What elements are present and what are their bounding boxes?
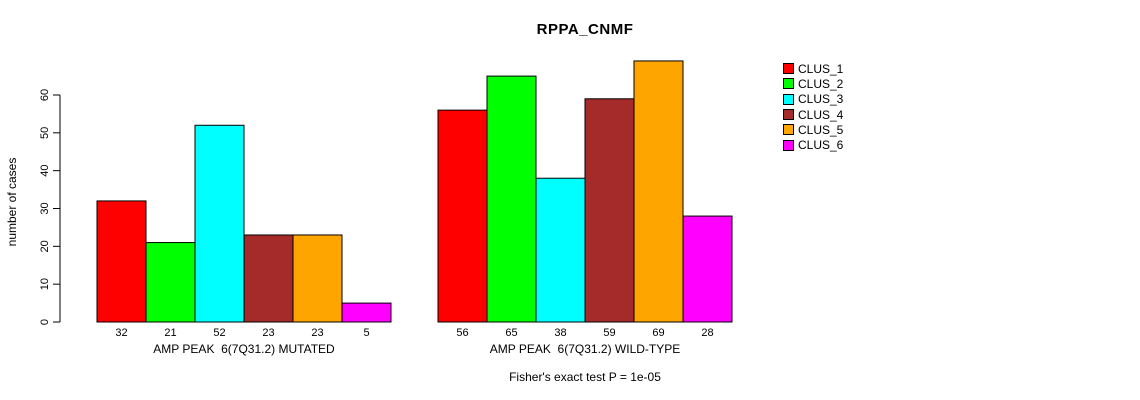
bar-value-label: 56 — [456, 327, 468, 339]
bar-value-label: 38 — [554, 327, 566, 339]
legend-label: CLUS_6 — [798, 138, 844, 153]
fisher-test-annotation: Fisher's exact test P = 1e-05 — [509, 370, 661, 384]
y-axis-tick-label: 50 — [39, 127, 51, 139]
legend-item-clus_2: CLUS_2 — [783, 76, 843, 91]
legend-item-clus_6: CLUS_6 — [783, 137, 843, 152]
bar-clus_5-group1 — [292, 234, 343, 323]
legend-swatch — [783, 124, 794, 136]
bar-clus_4-group1 — [243, 234, 294, 323]
bar-value-label: 5 — [363, 327, 369, 339]
y-axis-tick-label: 30 — [39, 202, 51, 214]
y-axis-tick-label: 60 — [39, 89, 51, 101]
legend: CLUS_1 CLUS_2 CLUS_3 CLUS_4 CLUS_5 CLUS_6 — [783, 61, 843, 153]
legend-swatch — [783, 78, 794, 90]
bar-clus_1-group1 — [96, 200, 147, 323]
legend-swatch — [783, 139, 794, 151]
legend-item-clus_5: CLUS_5 — [783, 122, 843, 137]
x-group-label-wild-type: AMP PEAK 6(7Q31.2) WILD-TYPE — [489, 342, 681, 356]
legend-label: CLUS_1 — [798, 61, 844, 76]
legend-swatch — [783, 93, 794, 105]
y-axis-tick-label: 10 — [39, 278, 51, 290]
bar-value-label: 28 — [701, 327, 713, 339]
legend-swatch — [783, 63, 794, 75]
legend-label: CLUS_5 — [798, 122, 844, 137]
y-axis-tick-label: 0 — [39, 319, 51, 325]
bar-value-label: 52 — [213, 327, 225, 339]
legend-label: CLUS_3 — [798, 92, 844, 107]
bar-clus_3-group1 — [194, 124, 245, 323]
y-axis-tick-label: 40 — [39, 165, 51, 177]
bar-value-label: 21 — [164, 327, 176, 339]
legend-item-clus_4: CLUS_4 — [783, 107, 843, 122]
bar-clus_4-group2 — [584, 98, 635, 323]
legend-label: CLUS_2 — [798, 76, 844, 91]
bar-clus_6-group2 — [682, 215, 733, 323]
bar-value-label: 69 — [652, 327, 664, 339]
bar-clus_6-group1 — [341, 302, 392, 323]
bar-clus_3-group2 — [535, 177, 586, 323]
bar-value-label: 65 — [505, 327, 517, 339]
bar-value-label: 59 — [603, 327, 615, 339]
bar-value-label: 23 — [311, 327, 323, 339]
bar-clus_5-group2 — [633, 60, 684, 323]
bar-clus_2-group1 — [145, 242, 196, 323]
y-axis-label: number of cases — [5, 157, 19, 247]
chart-title: RPPA_CNMF — [536, 21, 634, 38]
bar-value-label: 23 — [262, 327, 274, 339]
bar-clus_1-group2 — [437, 109, 488, 323]
legend-item-clus_3: CLUS_3 — [783, 92, 843, 107]
legend-swatch — [783, 109, 794, 121]
x-group-label-mutated: AMP PEAK 6(7Q31.2) MUTATED — [153, 342, 335, 356]
bar-clus_2-group2 — [486, 75, 537, 323]
y-axis-tick-label: 20 — [39, 240, 51, 252]
bar-value-label: 32 — [115, 327, 127, 339]
legend-label: CLUS_4 — [798, 107, 844, 122]
legend-item-clus_1: CLUS_1 — [783, 61, 843, 76]
